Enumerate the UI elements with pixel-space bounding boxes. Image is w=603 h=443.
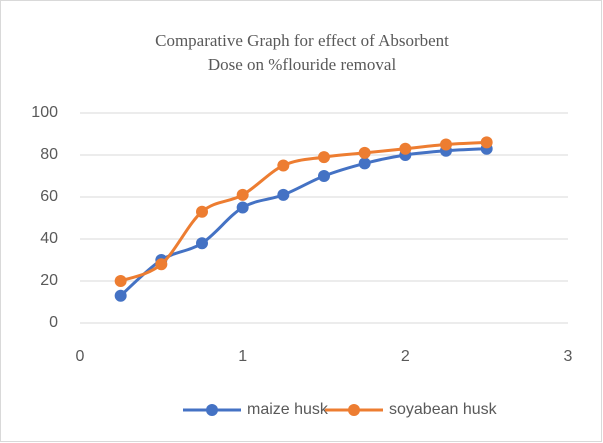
data-point xyxy=(358,146,371,159)
x-tick-label: 1 xyxy=(238,348,247,365)
data-point xyxy=(114,289,127,302)
series-line xyxy=(119,140,489,283)
data-point xyxy=(114,275,127,287)
y-tick-label: 20 xyxy=(40,272,58,289)
chart-title: Comparative Graph for effect of Absorben… xyxy=(155,31,449,50)
data-point xyxy=(318,151,330,164)
data-point xyxy=(196,205,208,218)
chart-title: Dose on %flouride removal xyxy=(208,55,397,74)
data-point xyxy=(399,142,412,155)
y-tick-label: 100 xyxy=(31,104,58,121)
data-point xyxy=(318,170,330,182)
data-point xyxy=(155,258,168,271)
data-point xyxy=(480,136,493,149)
data-point xyxy=(277,188,290,201)
x-tick-label: 0 xyxy=(76,348,85,365)
legend-label: soyabean husk xyxy=(389,401,498,418)
data-point xyxy=(236,188,249,201)
data-point xyxy=(236,201,249,214)
data-point xyxy=(440,138,452,151)
y-tick-label: 0 xyxy=(49,314,58,331)
y-tick-label: 40 xyxy=(40,230,58,247)
x-tick-label: 3 xyxy=(564,348,573,365)
y-tick-label: 80 xyxy=(40,146,58,163)
data-point xyxy=(196,237,208,250)
y-tick-label: 60 xyxy=(40,188,58,205)
legend-marker xyxy=(206,404,218,416)
series-line xyxy=(119,147,489,298)
legend-marker xyxy=(348,404,360,416)
x-tick-label: 2 xyxy=(401,348,410,365)
data-point xyxy=(358,157,371,170)
legend-label: maize husk xyxy=(247,401,329,418)
data-point xyxy=(277,159,290,172)
